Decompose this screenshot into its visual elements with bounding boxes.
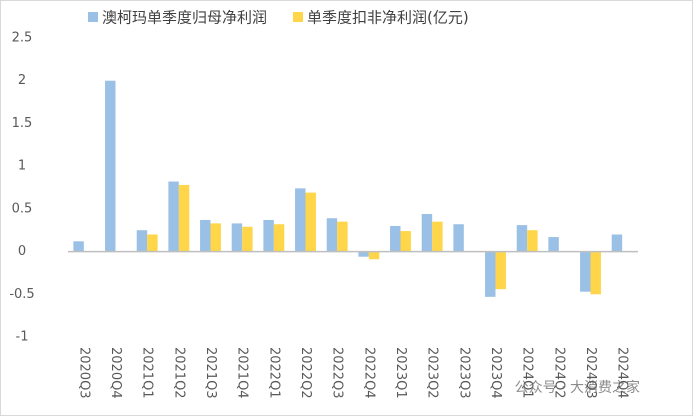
bar	[295, 188, 306, 252]
bar	[485, 251, 496, 297]
bar	[453, 224, 464, 252]
x-tick-label: 2024Q4	[615, 347, 630, 399]
x-tick-label: 2021Q4	[235, 347, 250, 399]
legend-swatch	[88, 12, 98, 22]
bar	[368, 251, 380, 260]
bar	[263, 219, 274, 252]
x-tick-label: 2023Q2	[425, 347, 440, 399]
bar	[305, 192, 316, 252]
bar	[548, 237, 559, 252]
y-tick-label: 0.5	[12, 201, 33, 216]
x-tick-label: 2023Q1	[393, 347, 408, 399]
bar	[400, 231, 411, 252]
x-tick-label: 2022Q1	[266, 347, 281, 399]
x-tick-label: 2022Q3	[330, 347, 345, 399]
legend-label: 单季度扣非净利润(亿元)	[307, 9, 469, 27]
bar	[73, 241, 84, 252]
y-tick-label: 0	[18, 244, 26, 259]
x-tick-label: 2021Q1	[140, 347, 155, 399]
x-tick-label: 2024Q1	[520, 347, 535, 399]
x-tick-label: 2020Q4	[108, 347, 123, 399]
x-tick-label: 2022Q2	[298, 347, 313, 399]
bar	[590, 251, 601, 295]
y-tick-label: -1	[16, 330, 29, 345]
bar	[242, 226, 253, 252]
bar	[580, 251, 591, 292]
legend-label: 澳柯玛单季度归母净利润	[102, 9, 267, 27]
watermark: 公众号 · 大消费之家	[515, 379, 640, 396]
y-tick-label: 2.5	[12, 31, 33, 46]
legend: 澳柯玛单季度归母净利润 单季度扣非净利润(亿元)	[88, 9, 469, 27]
bar	[421, 213, 433, 252]
bar	[105, 80, 116, 252]
x-tick-label: 2023Q3	[456, 347, 471, 399]
y-tick-label: 1	[18, 159, 26, 174]
bar	[358, 251, 369, 257]
legend-swatch	[293, 12, 304, 22]
bar	[210, 223, 221, 252]
x-tick-label: 2021Q2	[171, 347, 186, 399]
bar	[432, 221, 443, 252]
x-tick-label: 2021Q3	[203, 347, 218, 399]
bar	[611, 234, 623, 252]
bar	[136, 230, 148, 252]
bar	[231, 223, 243, 252]
bar	[516, 225, 528, 252]
bar	[168, 181, 179, 252]
x-tick-label: 2024Q3	[583, 347, 598, 399]
bar	[326, 218, 338, 252]
bar	[337, 221, 348, 252]
bar	[273, 224, 285, 252]
y-tick-label: -0.5	[9, 287, 34, 302]
x-tick-label: 2022Q4	[361, 347, 376, 399]
x-tick-label: 2024Q2	[551, 347, 566, 399]
y-tick-label: 2	[18, 73, 26, 88]
x-tick-label: 2023Q4	[488, 347, 503, 399]
bar	[147, 234, 158, 252]
bar	[178, 184, 190, 252]
bar	[390, 225, 401, 252]
bar	[200, 219, 211, 252]
bar	[495, 251, 506, 290]
x-tick-label: 2020Q3	[76, 347, 91, 399]
y-tick-label: 1.5	[12, 116, 33, 131]
bar	[527, 230, 538, 252]
